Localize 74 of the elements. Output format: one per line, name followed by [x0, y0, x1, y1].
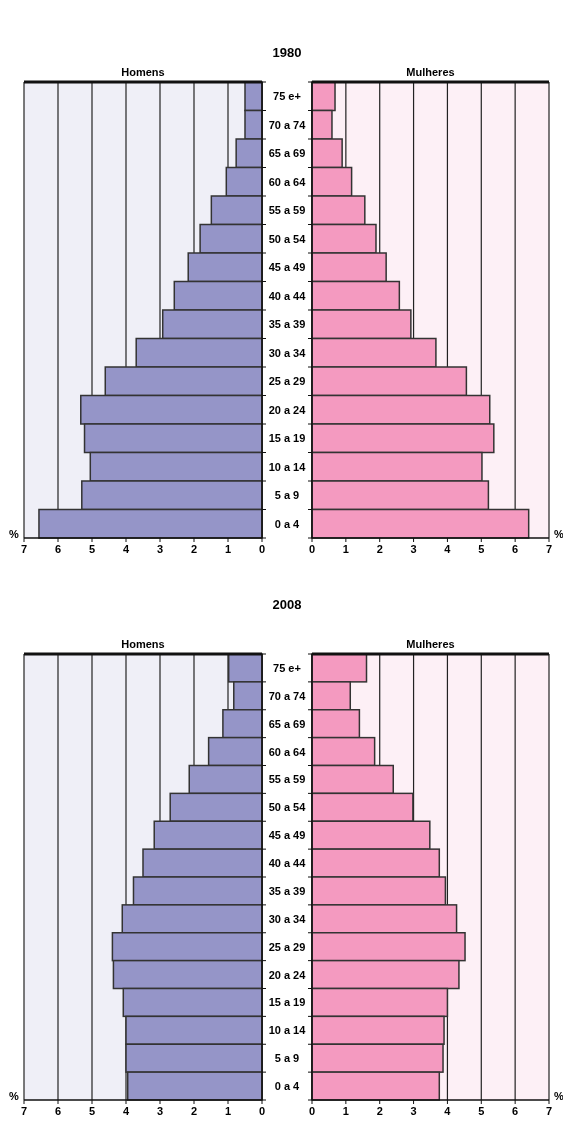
y-tick-label: 50 a 54	[268, 801, 307, 814]
x-tick-label: 5	[478, 1105, 485, 1117]
y-tick-label: 5 a 9	[274, 489, 300, 502]
x-tick-label: 1	[342, 543, 349, 555]
x-tick-label: 1	[224, 1105, 232, 1117]
x-tick-label: 7	[545, 543, 553, 555]
y-tick-label: 40 a 44	[268, 289, 307, 302]
y-tick-label: 25 a 29	[268, 940, 306, 953]
x-axis-title: %	[554, 528, 563, 540]
y-tick-label: 0 a 4	[274, 1080, 301, 1093]
y-tick-label: 10 a 14	[268, 460, 307, 473]
y-tick-label: 35 a 39	[268, 884, 306, 897]
y-tick-label: 70 a 74	[268, 689, 307, 702]
y-tick-label: 70 a 74	[268, 118, 307, 131]
x-tick-label: 2	[376, 1105, 383, 1117]
chart-subtitle: Mulheres	[406, 66, 455, 78]
y-tick-label: 45 a 49	[268, 829, 306, 842]
y-tick-label: 65 a 69	[268, 147, 306, 160]
x-tick-label: 0	[308, 1105, 316, 1117]
y-tick-label: 60 a 64	[268, 175, 307, 188]
y-tick-label: 50 a 54	[268, 232, 307, 245]
x-tick-label: 6	[512, 543, 519, 555]
x-tick-label: 3	[410, 543, 417, 555]
x-tick-label: 7	[545, 1105, 553, 1117]
y-tick-label: 55 a 59	[268, 773, 306, 786]
y-tick-label: 65 a 69	[268, 717, 306, 730]
x-tick-label: 4	[444, 1105, 452, 1117]
chart-subtitle: Homens	[121, 638, 165, 650]
chart-title: 2008	[272, 597, 302, 612]
x-tick-label: 7	[20, 1105, 28, 1117]
y-tick-label: 25 a 29	[268, 375, 306, 388]
x-tick-label: 5	[88, 543, 96, 555]
x-tick-label: 0	[308, 543, 316, 555]
x-tick-label: 3	[156, 543, 164, 555]
y-tick-label: 20 a 24	[268, 968, 307, 981]
y-tick-label: 75 e+	[273, 90, 301, 103]
x-tick-label: 4	[444, 543, 452, 555]
y-tick-label: 75 e+	[273, 661, 301, 674]
chart-subtitle: Homens	[121, 66, 165, 78]
y-tick-label: 0 a 4	[274, 517, 301, 530]
x-tick-label: 3	[156, 1105, 164, 1117]
x-tick-label: 1	[342, 1105, 349, 1117]
x-tick-label: 0	[258, 543, 266, 555]
x-tick-label: 2	[190, 1105, 198, 1117]
y-tick-label: 15 a 19	[268, 432, 306, 445]
y-tick-label: 15 a 19	[268, 996, 306, 1009]
x-tick-label: 6	[54, 543, 62, 555]
x-tick-label: 2	[190, 543, 198, 555]
y-tick-label: 60 a 64	[268, 745, 307, 758]
x-tick-label: 4	[122, 543, 130, 555]
y-tick-label: 5 a 9	[274, 1052, 300, 1065]
x-tick-label: 3	[410, 1105, 417, 1117]
chart-title: 1980	[272, 45, 302, 60]
x-tick-label: 2	[376, 543, 383, 555]
y-tick-label: 30 a 34	[268, 912, 307, 925]
x-tick-label: 5	[88, 1105, 96, 1117]
y-tick-label: 10 a 14	[268, 1024, 307, 1037]
x-tick-label: 1	[224, 543, 232, 555]
y-tick-label: 45 a 49	[268, 261, 306, 274]
x-tick-label: 5	[478, 543, 485, 555]
y-tick-label: 30 a 34	[268, 346, 307, 359]
x-tick-label: 4	[122, 1105, 130, 1117]
x-tick-label: 0	[258, 1105, 266, 1117]
x-tick-label: 6	[512, 1105, 519, 1117]
y-tick-label: 35 a 39	[268, 318, 306, 331]
x-tick-label: 6	[54, 1105, 62, 1117]
chart-subtitle: Mulheres	[406, 638, 455, 650]
y-tick-label: 55 a 59	[268, 204, 306, 217]
x-axis-title: %	[9, 1090, 20, 1102]
x-axis-title: %	[9, 528, 20, 540]
x-tick-label: 7	[20, 543, 28, 555]
x-axis-title: %	[554, 1090, 563, 1102]
y-tick-label: 20 a 24	[268, 403, 307, 416]
y-tick-label: 40 a 44	[268, 857, 307, 870]
